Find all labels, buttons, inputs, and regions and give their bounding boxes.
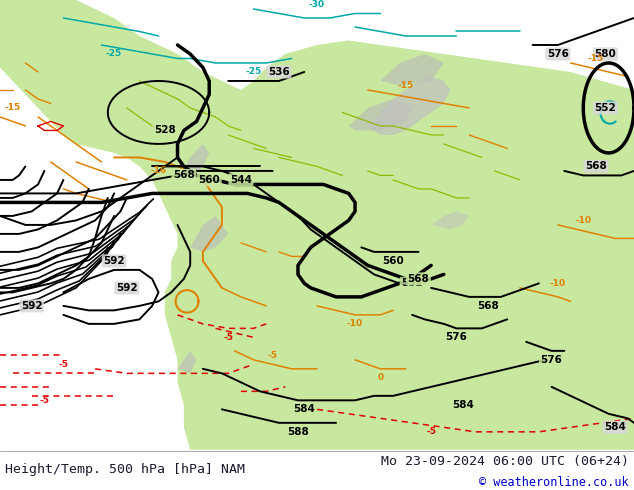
Text: -15: -15 bbox=[588, 54, 604, 63]
Polygon shape bbox=[190, 216, 228, 252]
Text: Mo 23-09-2024 06:00 UTC (06+24): Mo 23-09-2024 06:00 UTC (06+24) bbox=[381, 455, 629, 467]
Text: 584: 584 bbox=[294, 404, 315, 415]
Text: 576: 576 bbox=[541, 355, 562, 365]
Text: 568: 568 bbox=[173, 171, 195, 180]
Text: -25: -25 bbox=[245, 68, 262, 76]
Text: -25: -25 bbox=[106, 49, 122, 58]
Text: -10: -10 bbox=[575, 216, 592, 225]
Polygon shape bbox=[178, 144, 209, 180]
Text: -5: -5 bbox=[426, 427, 436, 436]
Text: 0: 0 bbox=[377, 373, 384, 382]
Text: 560: 560 bbox=[382, 256, 404, 266]
Text: 576: 576 bbox=[446, 332, 467, 343]
Text: -5: -5 bbox=[39, 396, 49, 405]
Text: 568: 568 bbox=[408, 274, 429, 284]
Text: -10: -10 bbox=[347, 319, 363, 328]
Text: © weatheronline.co.uk: © weatheronline.co.uk bbox=[479, 476, 629, 490]
Text: 544: 544 bbox=[230, 175, 252, 185]
Text: 536: 536 bbox=[268, 67, 290, 77]
Text: 580: 580 bbox=[595, 49, 616, 59]
Text: Height/Temp. 500 hPa [hPa] NAM: Height/Temp. 500 hPa [hPa] NAM bbox=[5, 464, 245, 476]
Polygon shape bbox=[349, 99, 412, 130]
Text: -5: -5 bbox=[223, 333, 233, 342]
Text: -16: -16 bbox=[150, 167, 167, 175]
Text: 584: 584 bbox=[452, 400, 474, 410]
Text: -5: -5 bbox=[268, 351, 278, 360]
Polygon shape bbox=[431, 211, 469, 229]
Text: 592: 592 bbox=[21, 301, 42, 311]
Polygon shape bbox=[0, 0, 634, 450]
Text: 584: 584 bbox=[604, 422, 626, 432]
Text: 588: 588 bbox=[287, 427, 309, 437]
Text: 568: 568 bbox=[585, 161, 607, 172]
Text: 568: 568 bbox=[477, 301, 499, 311]
Text: -15: -15 bbox=[4, 103, 21, 113]
Text: 552: 552 bbox=[595, 103, 616, 113]
Polygon shape bbox=[368, 76, 450, 135]
Text: -15: -15 bbox=[398, 81, 414, 90]
Text: 560: 560 bbox=[198, 175, 220, 185]
Text: 576: 576 bbox=[547, 49, 569, 59]
Text: 552: 552 bbox=[401, 278, 423, 289]
Text: -30: -30 bbox=[309, 0, 325, 9]
Polygon shape bbox=[380, 54, 444, 85]
Text: -5: -5 bbox=[58, 360, 68, 369]
Polygon shape bbox=[178, 351, 197, 373]
Text: -10: -10 bbox=[550, 279, 566, 288]
Text: 592: 592 bbox=[116, 283, 138, 293]
Text: 528: 528 bbox=[154, 125, 176, 135]
Text: 592: 592 bbox=[103, 256, 125, 266]
